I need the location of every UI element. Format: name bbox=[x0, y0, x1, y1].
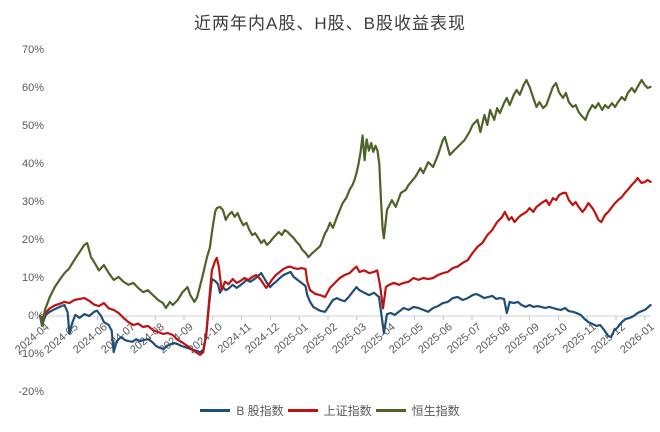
legend-item-0: B 股指数 bbox=[200, 402, 284, 419]
y-axis-tick-label: 10% bbox=[21, 272, 44, 284]
series-line-2 bbox=[38, 78, 652, 327]
y-axis-tick-label: 30% bbox=[21, 196, 44, 208]
y-axis-tick-label: -10% bbox=[18, 348, 44, 360]
y-axis-tick-label: -20% bbox=[18, 386, 44, 398]
y-axis-tick-label: 60% bbox=[21, 82, 44, 94]
legend-line-swatch bbox=[375, 409, 406, 412]
legend-line-swatch bbox=[287, 409, 318, 412]
legend: B 股指数 上证指数 恒生指数 bbox=[0, 402, 660, 419]
y-axis-tick-label: 70% bbox=[21, 44, 44, 56]
series-line-0 bbox=[38, 270, 652, 354]
y-axis-tick-label: 20% bbox=[21, 234, 44, 246]
legend-label: B 股指数 bbox=[236, 404, 284, 418]
legend-label: 上证指数 bbox=[323, 404, 372, 418]
series-line-1 bbox=[38, 177, 652, 356]
y-axis-tick-label: 50% bbox=[21, 120, 44, 132]
legend-line-swatch bbox=[200, 409, 231, 412]
legend-item-1: 上证指数 bbox=[287, 402, 372, 419]
legend-item-2: 恒生指数 bbox=[375, 402, 460, 419]
legend-label: 恒生指数 bbox=[411, 404, 460, 418]
y-axis-tick-label: 40% bbox=[21, 158, 44, 170]
chart-title: 近两年内A股、H股、B股收益表现 bbox=[194, 14, 466, 33]
